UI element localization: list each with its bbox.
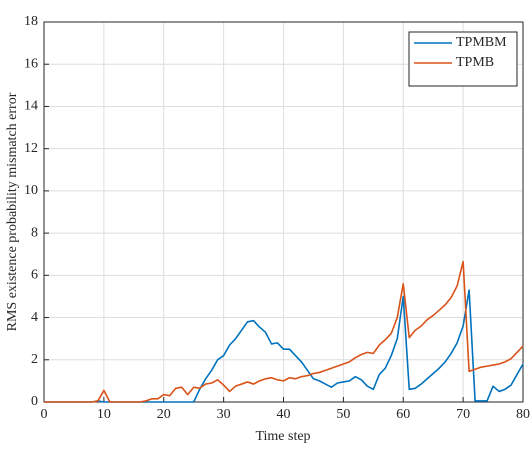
y-tick-label: 4 <box>31 310 38 325</box>
y-axis-label: RMS existence probability mismatch error <box>5 92 20 331</box>
y-tick-label: 6 <box>31 268 38 283</box>
y-tick-label: 0 <box>31 394 38 409</box>
legend-label: TPMBM <box>456 35 507 50</box>
x-tick-label: 30 <box>217 407 231 422</box>
x-tick-label: 0 <box>41 407 48 422</box>
x-axis-label: Time step <box>255 429 310 444</box>
x-tick-label: 80 <box>516 407 530 422</box>
y-tick-label: 8 <box>31 225 38 240</box>
plot-frame <box>43 21 524 403</box>
legend-box <box>408 31 518 87</box>
y-tick-label: 2 <box>31 352 38 367</box>
x-tick-label: 20 <box>157 407 171 422</box>
y-tick-label: 16 <box>24 56 38 71</box>
y-tick-label: 14 <box>24 99 38 114</box>
y-tick-label: 10 <box>24 183 38 198</box>
y-tick-label: 18 <box>24 14 38 29</box>
x-tick-label: 50 <box>336 407 350 422</box>
x-tick-label: 70 <box>456 407 470 422</box>
x-tick-label: 60 <box>396 407 410 422</box>
y-tick-label: 12 <box>24 141 38 156</box>
x-tick-label: 10 <box>97 407 111 422</box>
data-line <box>44 260 524 403</box>
x-tick-label: 40 <box>277 407 291 422</box>
legend-label: TPMB <box>456 55 494 70</box>
